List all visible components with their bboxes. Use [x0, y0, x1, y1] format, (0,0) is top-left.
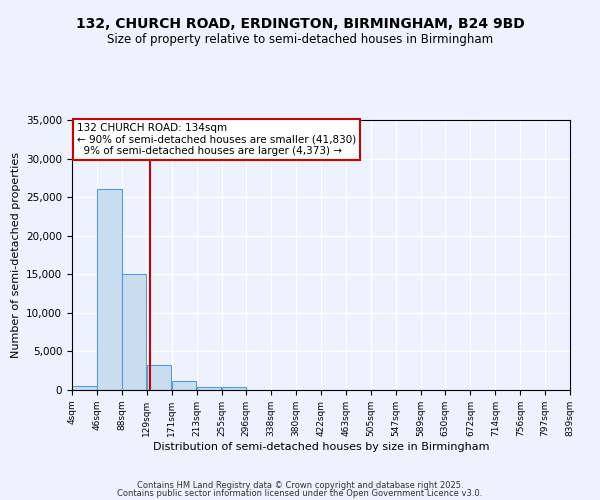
Text: 132, CHURCH ROAD, ERDINGTON, BIRMINGHAM, B24 9BD: 132, CHURCH ROAD, ERDINGTON, BIRMINGHAM,… — [76, 18, 524, 32]
Bar — [197, 386, 221, 390]
Bar — [72, 386, 97, 390]
Y-axis label: Number of semi-detached properties: Number of semi-detached properties — [11, 152, 20, 358]
Bar — [172, 380, 196, 390]
Bar — [147, 366, 172, 390]
Bar — [222, 388, 246, 390]
Bar — [97, 188, 122, 390]
X-axis label: Distribution of semi-detached houses by size in Birmingham: Distribution of semi-detached houses by … — [153, 442, 489, 452]
Bar — [122, 274, 146, 390]
Text: Contains HM Land Registry data © Crown copyright and database right 2025.: Contains HM Land Registry data © Crown c… — [137, 480, 463, 490]
Text: Size of property relative to semi-detached houses in Birmingham: Size of property relative to semi-detach… — [107, 32, 493, 46]
Text: 132 CHURCH ROAD: 134sqm
← 90% of semi-detached houses are smaller (41,830)
  9% : 132 CHURCH ROAD: 134sqm ← 90% of semi-de… — [77, 122, 356, 156]
Text: Contains public sector information licensed under the Open Government Licence v3: Contains public sector information licen… — [118, 489, 482, 498]
